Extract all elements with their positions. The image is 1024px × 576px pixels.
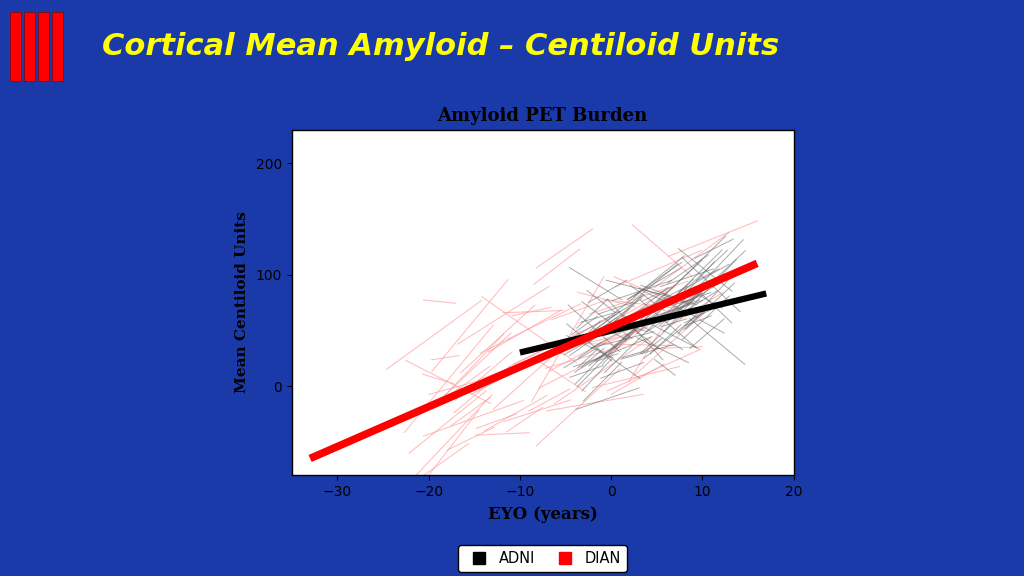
Legend: ADNI, DIAN: ADNI, DIAN (458, 545, 628, 571)
Title: Amyloid PET Burden: Amyloid PET Burden (437, 107, 648, 125)
X-axis label: EYO (years): EYO (years) (487, 506, 598, 523)
Y-axis label: Mean Centiloid Units: Mean Centiloid Units (234, 211, 249, 393)
Bar (38, 12, 49, 81)
Bar (52, 12, 62, 81)
Bar (10, 12, 20, 81)
Text: Cortical Mean Amyloid – Centiloid Units: Cortical Mean Amyloid – Centiloid Units (102, 32, 779, 60)
Bar (25, 12, 35, 81)
